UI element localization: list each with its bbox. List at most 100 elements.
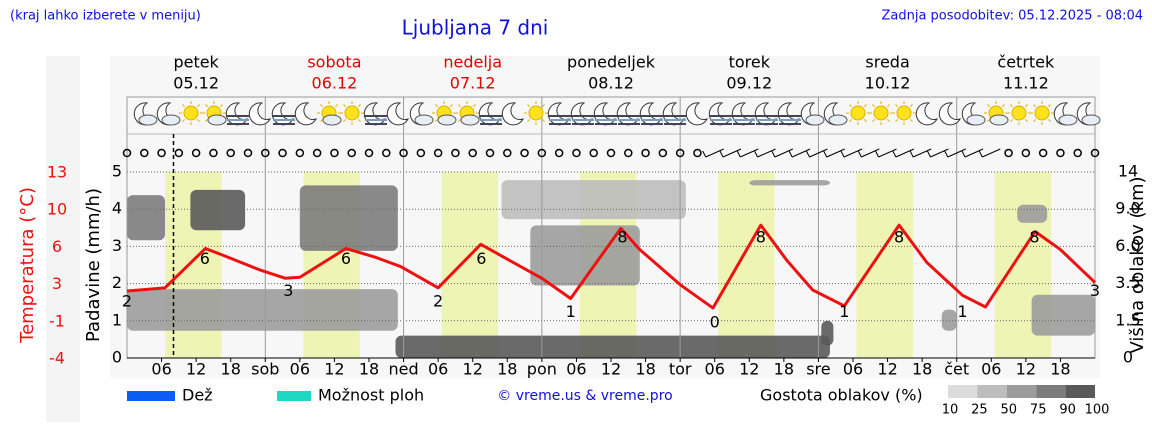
cloud-cell — [190, 189, 246, 231]
y2-tick-label: 0 — [1123, 348, 1133, 367]
x-tick-label: 12 — [463, 360, 483, 379]
y2-axis-title: Višina oblakov (km) — [1127, 176, 1148, 353]
sun-ray — [527, 119, 530, 122]
calm-wind — [122, 148, 132, 158]
temp-label: 1 — [566, 302, 576, 321]
sun-ray — [197, 119, 200, 122]
temp-label: 3 — [1090, 281, 1100, 300]
cloud — [989, 114, 1009, 126]
cloud-cell — [821, 320, 834, 346]
sun-ray — [358, 104, 361, 107]
sun-ray — [872, 104, 875, 107]
moon — [938, 102, 962, 126]
calm-wind — [693, 148, 702, 158]
day-date: 08.12 — [588, 74, 634, 93]
legend-label: Možnost ploh — [318, 386, 424, 405]
x-tick-label: 18 — [635, 360, 655, 379]
temp-panel — [46, 56, 80, 422]
calm-wind — [451, 148, 460, 158]
day-name: sreda — [865, 53, 909, 72]
y-axis-title: Padavine (mm/h) — [83, 188, 104, 342]
day-name: nedelja — [443, 53, 502, 72]
density-swatch — [1036, 385, 1066, 398]
temp-label: 0 — [710, 313, 720, 332]
x-tick-label: 06 — [705, 360, 725, 379]
credit: © vreme.us & vreme.pro — [497, 388, 672, 404]
x-tick-label: tor — [669, 360, 692, 379]
sun-ray — [343, 119, 346, 122]
calm-wind — [295, 148, 305, 158]
temp-label: 6 — [341, 249, 351, 268]
wind-barb — [875, 148, 897, 158]
cloud — [207, 114, 227, 126]
sun-ray — [864, 104, 867, 107]
calm-wind — [675, 148, 685, 158]
sun-ray — [1025, 119, 1028, 122]
x-tick-label: ned — [389, 360, 419, 379]
x-tick-label: 06 — [428, 360, 448, 379]
calm-wind — [278, 148, 287, 158]
weather-icons — [133, 101, 1101, 126]
density-swatch — [1065, 385, 1095, 398]
sun-ray — [1048, 104, 1051, 107]
calm-wind — [261, 148, 270, 158]
temp-axis-title: Temperatura (°C) — [17, 187, 38, 344]
calm-wind — [641, 148, 650, 158]
temp-tick-label: -4 — [49, 349, 65, 368]
sun-ray — [205, 119, 208, 122]
x-tick-label: 12 — [601, 360, 621, 379]
density-label: Gostota oblakov (%) — [760, 386, 923, 405]
sun-ray — [895, 119, 898, 122]
x-tick-label: 06 — [151, 360, 171, 379]
wind-barb — [909, 148, 932, 158]
sun-ray — [458, 104, 461, 107]
y2-tick-label: 9.0 — [1115, 199, 1140, 218]
sun-ray — [910, 104, 913, 107]
cloud — [828, 114, 848, 126]
density-tick-label: 50 — [1001, 403, 1018, 418]
sun-ray — [1033, 119, 1036, 122]
density-tick-label: 75 — [1030, 403, 1047, 418]
sun — [896, 105, 912, 121]
temp-label: 2 — [433, 291, 443, 310]
calm-wind — [1090, 148, 1100, 158]
temp-tick-label: -1 — [49, 311, 65, 330]
cloud — [322, 114, 342, 126]
x-tick-label: pon — [527, 360, 557, 379]
y-tick-label: 0 — [112, 348, 122, 367]
density-tick-label: 100 — [1085, 403, 1110, 418]
calm-wind — [485, 148, 495, 158]
calm-wind — [433, 148, 443, 158]
calm-wind — [520, 148, 529, 158]
x-tick-label: 18 — [221, 360, 241, 379]
calm-wind — [537, 148, 547, 158]
wind-barb — [736, 148, 759, 158]
cloud-cell — [1031, 294, 1095, 336]
density-tick-label: 10 — [942, 403, 959, 418]
sun-ray — [887, 104, 890, 107]
sun — [850, 105, 866, 121]
sun-ray — [343, 104, 346, 107]
wind-barb — [961, 148, 984, 158]
temp-label: 1 — [839, 302, 849, 321]
temp-tick-label: 3 — [52, 274, 62, 293]
calm-wind — [399, 148, 408, 158]
y2-tick-label: 1.5 — [1115, 310, 1140, 329]
cloud — [460, 114, 480, 126]
temp-label: 3 — [283, 281, 293, 300]
day-name: torek — [729, 53, 771, 72]
sun-ray — [320, 119, 323, 122]
calm-wind — [191, 148, 201, 158]
sun-ray — [450, 104, 453, 107]
calm-wind — [1038, 148, 1048, 158]
sun-ray — [1025, 104, 1028, 107]
temp-label: 8 — [756, 228, 766, 247]
sun — [344, 105, 360, 121]
day-date: 05.12 — [173, 74, 219, 93]
density-tick-label: 90 — [1059, 403, 1076, 418]
cloud-cell — [127, 289, 398, 331]
cloud-cell — [299, 185, 398, 251]
day-date: 06.12 — [312, 74, 358, 93]
